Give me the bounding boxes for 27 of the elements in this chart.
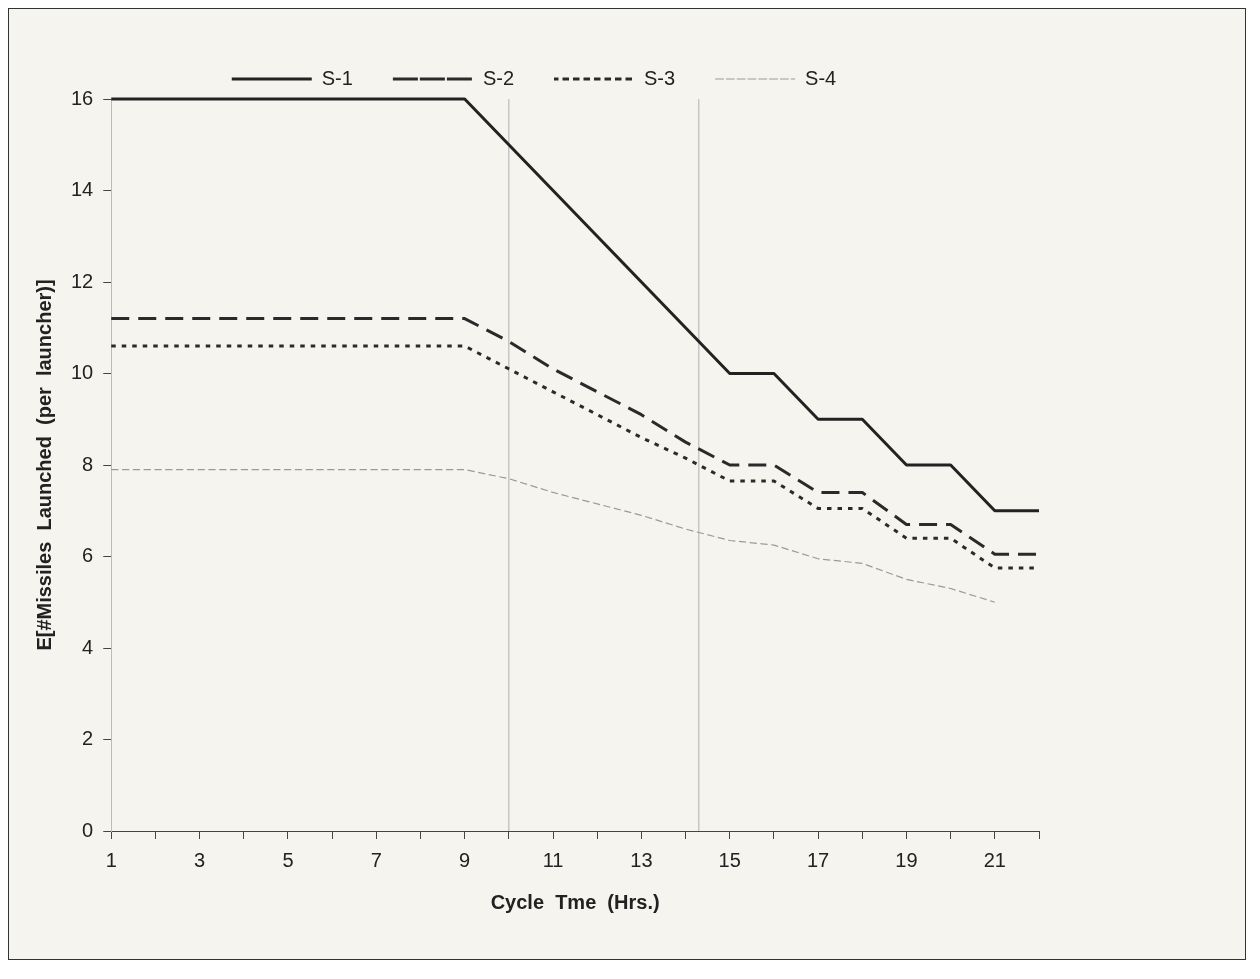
y-tick-label: 2 <box>82 727 94 750</box>
x-tick-label: 15 <box>718 848 741 871</box>
y-tick-label: 0 <box>82 818 94 841</box>
x-tick-label: 11 <box>542 848 564 871</box>
x-tick-label: 17 <box>806 848 830 871</box>
x-tick-label: 13 <box>630 848 653 871</box>
legend-label: S-4 <box>805 66 837 89</box>
x-tick-label: 5 <box>282 848 294 871</box>
y-tick-label: 14 <box>71 178 94 201</box>
y-tick-label: 10 <box>71 361 94 384</box>
line-series <box>110 468 996 603</box>
y-tick-label: 4 <box>82 635 94 658</box>
x-axis-title: Cycle Tme (Hrs.) <box>490 890 660 913</box>
x-tick-label: 1 <box>105 848 117 871</box>
y-axis-title: E[#Missiles Launched (per launcher)] <box>32 279 55 651</box>
x-tick-label: 19 <box>895 848 918 871</box>
y-tick-label: 6 <box>82 544 94 567</box>
y-tick-label: 12 <box>71 269 94 292</box>
legend-label: S-2 <box>482 66 514 89</box>
x-tick-label: 9 <box>459 848 471 871</box>
y-tick-label: 16 <box>71 86 94 109</box>
x-tick-label: 3 <box>194 848 206 871</box>
legend-label: S-1 <box>321 66 353 89</box>
y-tick-label: 8 <box>82 452 94 475</box>
legend-label: S-3 <box>644 66 676 89</box>
x-tick-label: 7 <box>370 848 382 871</box>
x-tick-label: 21 <box>983 848 1006 871</box>
